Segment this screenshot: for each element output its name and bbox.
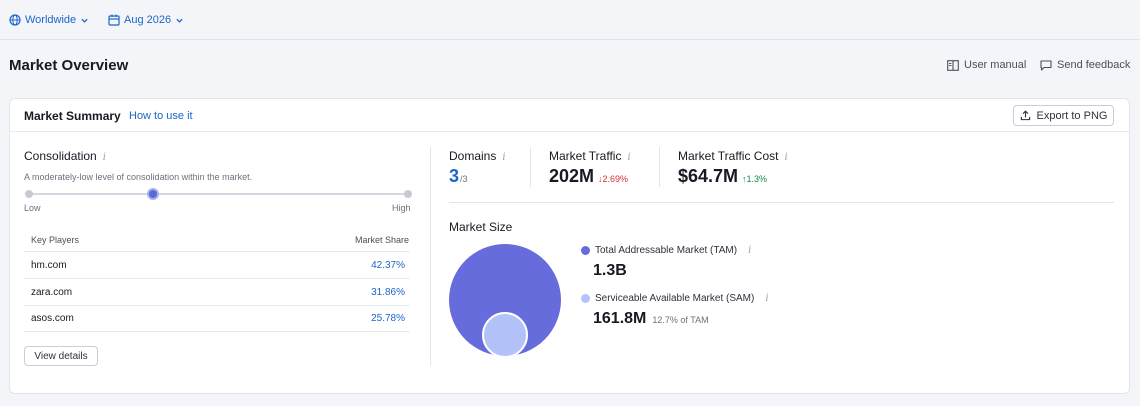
consolidation-description: A moderately-low level of consolidation … — [24, 172, 253, 182]
domains-value[interactable]: 3 — [449, 166, 460, 186]
player-share: 25.78% — [371, 313, 405, 324]
table-row: asos.com 25.78% — [24, 305, 410, 332]
tam-circle — [449, 244, 561, 356]
traffic-metric: 202M ↓2.69% — [549, 166, 628, 187]
info-icon[interactable]: i — [748, 245, 752, 256]
sam-circle — [482, 312, 528, 358]
table-row: hm.com 42.37% — [24, 251, 410, 278]
info-icon[interactable]: i — [502, 152, 506, 163]
sam-of-tam: 12.7% of TAM — [652, 315, 709, 325]
info-icon[interactable]: i — [627, 152, 631, 163]
slider-low-label: Low — [24, 203, 41, 213]
page-title: Market Overview — [9, 57, 129, 74]
cost-delta: ↑1.3% — [742, 174, 768, 184]
chat-bubble-icon — [1040, 59, 1052, 71]
date-filter[interactable]: Aug 2026 — [108, 12, 184, 28]
date-filter-label: Aug 2026 — [124, 14, 172, 26]
domains-total: /3 — [460, 174, 468, 184]
domains-heading: Domains i — [449, 149, 506, 163]
export-png-button[interactable]: Export to PNG — [1013, 105, 1114, 126]
key-players-header: Key Players Market Share — [31, 235, 409, 245]
metric-divider — [530, 147, 531, 187]
card-title: Market Summary — [24, 109, 121, 123]
consolidation-track — [28, 193, 408, 195]
cost-label: Market Traffic Cost — [678, 149, 779, 163]
info-icon[interactable]: i — [765, 293, 769, 304]
cost-heading: Market Traffic Cost i — [678, 149, 788, 163]
how-to-use-link[interactable]: How to use it — [129, 110, 193, 122]
player-share: 31.86% — [371, 286, 405, 298]
domains-metric: 3 /3 — [449, 166, 468, 187]
sam-value: 161.8M — [593, 310, 647, 327]
domains-label: Domains — [449, 149, 497, 163]
tam-value: 1.3B — [593, 262, 627, 279]
key-players-col: Key Players — [31, 235, 80, 245]
player-domain: hm.com — [31, 259, 67, 271]
traffic-label: Market Traffic — [549, 149, 622, 163]
upload-icon — [1020, 110, 1030, 121]
user-manual-label: User manual — [964, 59, 1027, 71]
tam-dot — [581, 246, 590, 255]
column-divider — [430, 147, 431, 366]
market-size-heading: Market Size — [449, 220, 513, 234]
region-filter-label: Worldwide — [25, 14, 77, 26]
traffic-heading: Market Traffic i — [549, 149, 631, 163]
info-icon[interactable]: i — [102, 152, 106, 163]
tam-legend: Total Addressable Market (TAM) i — [581, 245, 751, 256]
book-icon — [947, 59, 959, 71]
slider-start-dot — [25, 190, 33, 198]
cost-value: $64.7M — [678, 166, 739, 186]
market-size-chart — [449, 244, 561, 358]
filter-bar: Worldwide Aug 2026 — [0, 0, 1140, 40]
sam-metric: 161.8M 12.7% of TAM — [593, 310, 709, 328]
send-feedback-link[interactable]: Send feedback — [1040, 59, 1130, 71]
traffic-delta: ↓2.69% — [598, 174, 629, 184]
calendar-icon — [108, 14, 120, 26]
table-row: zara.com 31.86% — [24, 278, 410, 305]
metric-divider — [659, 147, 660, 187]
sam-dot — [581, 294, 590, 303]
player-domain: zara.com — [31, 286, 73, 298]
consolidation-heading: Consolidation i — [24, 149, 106, 163]
export-png-label: Export to PNG — [1036, 109, 1108, 122]
market-summary-card: Market Summary How to use it Export to P… — [9, 98, 1130, 394]
region-filter[interactable]: Worldwide — [9, 12, 89, 28]
chevron-down-icon — [176, 18, 183, 23]
globe-icon — [9, 14, 21, 26]
slider-end-dot — [404, 190, 412, 198]
consolidation-indicator — [147, 188, 160, 200]
sam-legend: Serviceable Available Market (SAM) i — [581, 293, 769, 304]
user-manual-link[interactable]: User manual — [947, 59, 1026, 71]
view-details-button[interactable]: View details — [24, 346, 98, 366]
tam-label: Total Addressable Market (TAM) — [595, 245, 738, 256]
metrics-divider — [449, 202, 1114, 203]
market-share-col: Market Share — [354, 235, 409, 245]
card-header: Market Summary How to use it Export to P… — [10, 99, 1129, 132]
info-icon[interactable]: i — [784, 152, 788, 163]
chevron-down-icon — [81, 18, 88, 23]
player-domain: asos.com — [31, 313, 74, 324]
consolidation-label: Consolidation — [24, 149, 97, 163]
cost-metric: $64.7M ↑1.3% — [678, 166, 767, 187]
player-share: 42.37% — [371, 259, 405, 271]
traffic-value: 202M — [549, 166, 595, 186]
slider-high-label: High — [392, 203, 411, 213]
sam-label: Serviceable Available Market (SAM) — [595, 293, 755, 304]
send-feedback-label: Send feedback — [1057, 59, 1131, 71]
